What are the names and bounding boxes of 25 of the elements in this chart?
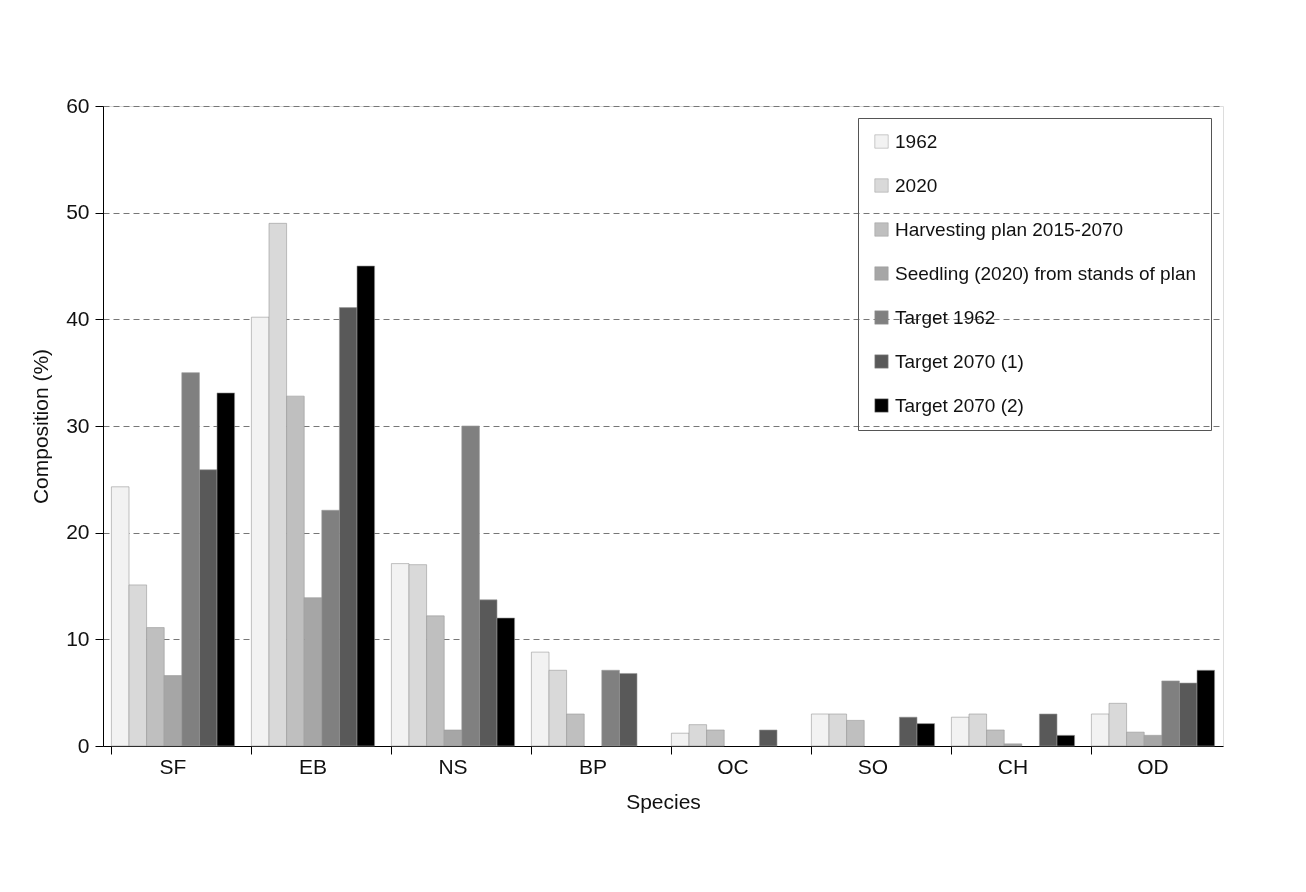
x-tick-label: OD: [1137, 754, 1169, 778]
y-tick-label: 40: [66, 306, 90, 330]
y-axis-title: Composition (%): [29, 348, 53, 505]
y-tick-label: 60: [66, 93, 90, 117]
x-tick-label: NS: [438, 754, 468, 778]
y-tick-label: 10: [66, 626, 90, 650]
legend-label: Seedling (2020) from stands of plan: [895, 262, 1197, 284]
legend-label: Target 1962: [895, 306, 996, 328]
x-tick-label: OC: [717, 754, 749, 778]
x-tick-label: SO: [857, 754, 889, 778]
y-tick-label: 20: [66, 520, 90, 544]
x-tick-label: BP: [578, 754, 608, 778]
legend-label: 2020: [895, 174, 938, 196]
x-tick-label: SF: [159, 754, 187, 778]
x-axis-title: Species: [626, 789, 701, 813]
y-tick-label: 50: [66, 200, 90, 224]
legend-label: Target 2070 (1): [895, 350, 1024, 372]
bar: [759, 729, 778, 747]
y-tick-label: 0: [77, 733, 90, 757]
legend-label: Target 2070 (2): [895, 394, 1024, 416]
x-tick-label: CH: [997, 754, 1029, 778]
x-tick-label: EB: [298, 754, 328, 778]
y-tick-label: 30: [66, 413, 90, 437]
legend-label: Harvesting plan 2015-2070: [895, 218, 1124, 240]
legend-label: 1962: [895, 130, 938, 152]
